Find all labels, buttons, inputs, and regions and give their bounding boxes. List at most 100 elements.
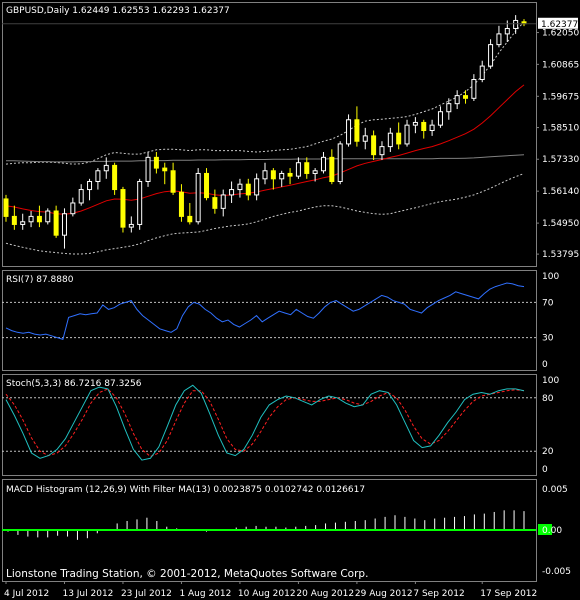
candle-up [471,79,477,99]
rsi-y-tick-label: 100 [542,272,559,282]
x-tick-label: 29 Aug 2012 [355,589,413,599]
candle-up [229,189,235,196]
y-tick-label: 1.60865 [542,60,579,70]
macd-y-tick-label: 0.00 [542,526,562,536]
x-tick-label: 17 Sep 2012 [480,589,537,599]
candle-down [212,197,218,209]
candle-down [112,164,118,191]
candle-up [504,28,510,35]
candle-up [70,202,76,215]
candle-down [3,198,9,217]
candle-up [312,170,318,174]
macd-title: MACD Histogram (12,26,9) With Filter MA(… [6,485,365,495]
candle-up [103,164,109,172]
rsi-line [5,282,525,341]
stoch-title: Stoch(5,3,3) 86.7216 87.3256 [6,379,142,389]
candle-up [446,103,452,113]
candle-up [61,213,67,236]
candle-up [337,143,343,183]
rsi-y-tick-label: 70 [542,298,554,308]
candle-down [53,210,59,236]
candle-down [371,135,377,156]
candle-up [137,181,143,225]
candle-down [329,156,335,183]
candle-up [295,162,301,177]
x-tick-label: 23 Jul 2012 [121,589,172,599]
y-tick-label: 1.57330 [542,155,579,165]
candle-down [463,95,469,99]
candle-down [270,170,276,180]
candle-up [145,156,151,183]
candle-down [245,183,251,196]
rsi-title: RSI(7) 87.8880 [6,275,74,285]
stoch-signal-line [5,388,525,458]
stoch-y-tick-label: 80 [542,394,554,404]
candle-up [488,44,494,67]
candle-down [36,215,42,223]
candle-down [153,156,159,169]
candle-up [379,146,385,156]
y-tick-label: 1.59675 [542,92,579,102]
candle-up [513,19,519,30]
candle-up [28,215,34,223]
candle-up [87,181,93,191]
candle-down [421,121,427,132]
x-tick-label: 20 Aug 2012 [296,589,354,599]
macd-zero-marker [538,524,552,535]
x-tick-label: 1 Aug 2012 [179,589,231,599]
moving-average-line [5,84,525,215]
macd-y-tick-label: 0.005 [542,485,568,495]
candle-down [187,215,193,223]
candle-up [404,124,410,145]
y-tick-label: 1.54950 [542,219,579,229]
candle-up [320,156,326,172]
y-tick-label: 1.62050 [542,29,579,39]
candle-up [237,183,243,191]
current-price-label: 1.62377 [541,20,578,30]
pane-frame-2 [2,270,537,371]
x-tick-label: 10 Aug 2012 [238,589,296,599]
macd-y-tick-label: -0.005 [542,567,571,577]
bollinger-lower-line [5,173,525,255]
candle-up [279,172,285,180]
pane-frame-1 [2,2,537,267]
candle-down [11,215,17,225]
candle-down [304,162,310,174]
candle-up [195,172,201,223]
y-tick-label: 1.56140 [542,187,579,197]
candle-up [78,189,84,204]
candle-up [496,33,502,46]
candle-down [178,191,184,217]
candle-up [20,221,26,225]
candle-down [204,172,210,199]
candle-up [454,95,460,105]
bollinger-mid-line [6,154,525,163]
candle-down [354,119,360,142]
x-tick-label: 4 Jul 2012 [4,589,49,599]
candle-up [262,170,268,180]
candle-up [254,178,260,196]
candle-up [346,119,352,145]
x-tick-label: 7 Sep 2012 [413,589,464,599]
candle-up [220,194,226,209]
rsi-y-tick-label: 30 [542,334,554,344]
candle-up [437,111,443,126]
candle-down [170,170,176,193]
candle-up [128,223,134,228]
y-tick-label: 1.53795 [542,250,579,260]
candle-up [429,124,435,132]
candle-up [95,170,101,183]
candle-down [396,132,402,145]
candle-up [412,121,418,126]
stoch-y-tick-label: 0 [542,465,548,475]
candle-up [479,65,485,81]
candle-up [362,135,368,142]
candle-down [162,167,168,172]
stoch-y-tick-label: 20 [542,447,554,457]
candle-up [45,210,51,223]
candle-down [287,172,293,177]
footer-copyright: Lionstone Trading Station, © 2001-2012, … [6,568,368,580]
stoch-main-line [5,384,525,461]
